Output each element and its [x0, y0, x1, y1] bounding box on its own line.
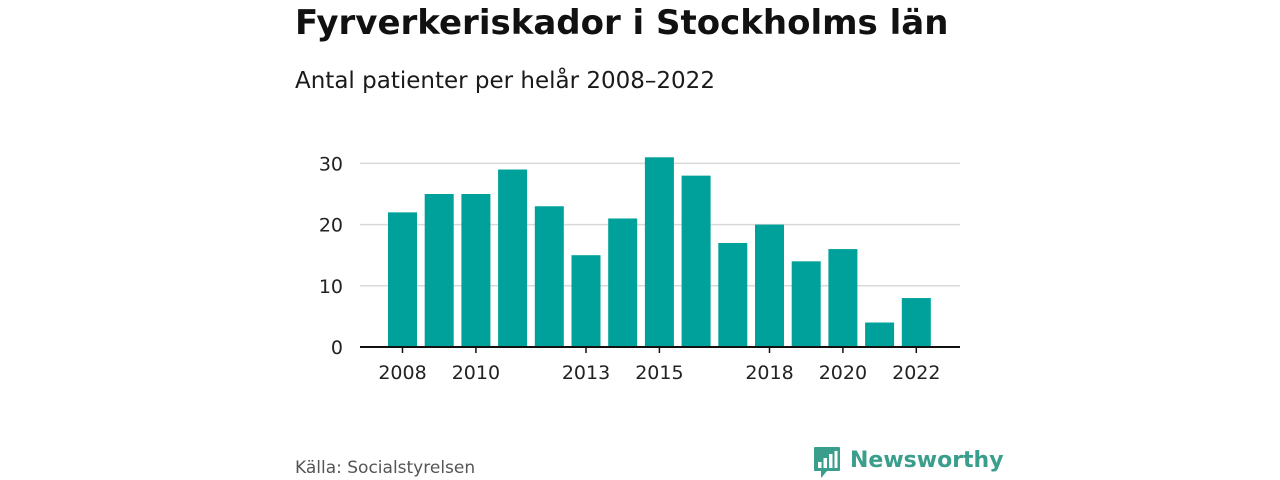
newsworthy-logo: Newsworthy: [813, 446, 1004, 480]
y-tick-label: 10: [319, 276, 343, 298]
bar-2012: [535, 206, 564, 347]
bar-2011: [498, 170, 527, 347]
bar-2015: [645, 157, 674, 347]
y-tick-label: 30: [319, 153, 343, 175]
bar-2022: [902, 298, 931, 347]
newsworthy-logo-text: Newsworthy: [850, 447, 1004, 475]
bar-2016: [682, 176, 711, 347]
x-tick-label: 2013: [562, 362, 610, 384]
x-tick-label: 2015: [635, 362, 683, 384]
bars: [388, 157, 931, 347]
bar-2020: [828, 249, 857, 347]
bar-2010: [461, 194, 490, 347]
x-tick-label: 2008: [378, 362, 426, 384]
y-tick-label: 0: [331, 337, 343, 359]
bar-2008: [388, 212, 417, 347]
y-tick-label: 20: [319, 215, 343, 237]
bar-2017: [718, 243, 747, 347]
bar-2021: [865, 323, 894, 347]
newsworthy-logo-icon: [813, 446, 841, 480]
x-tick-label: 2018: [745, 362, 793, 384]
x-tick-label: 2010: [452, 362, 500, 384]
bar-2019: [792, 261, 821, 347]
source-note: Källa: Socialstyrelsen: [295, 457, 475, 479]
bar-2018: [755, 225, 784, 347]
x-tick-label: 2022: [892, 362, 940, 384]
bar-2009: [425, 194, 454, 347]
bar-2014: [608, 218, 637, 347]
bar-2013: [572, 255, 601, 347]
x-tick-label: 2020: [819, 362, 867, 384]
